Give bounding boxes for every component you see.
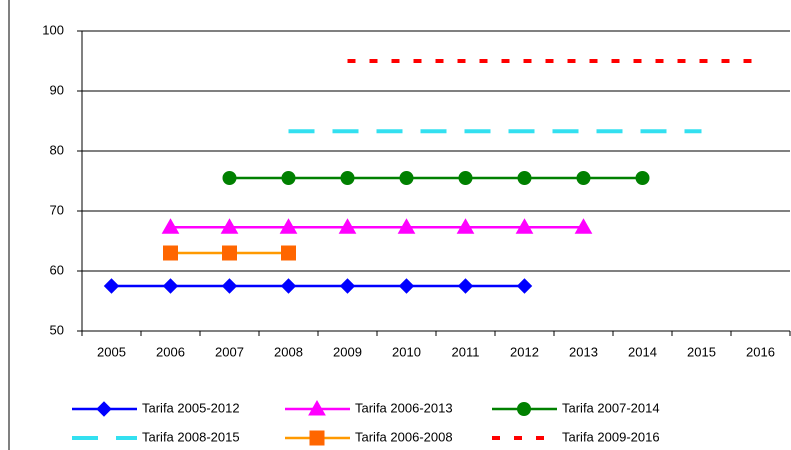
x-tick-label: 2010 — [392, 344, 421, 359]
marker — [220, 218, 239, 234]
marker — [103, 278, 120, 294]
marker — [517, 402, 531, 416]
marker — [280, 278, 297, 294]
marker — [339, 278, 356, 294]
x-tick-label: 2006 — [156, 344, 185, 359]
x-tick-label: 2013 — [569, 344, 598, 359]
marker — [279, 218, 298, 234]
marker — [222, 171, 237, 185]
marker — [162, 278, 179, 294]
legend-label: Tarifa 2005-2012 — [142, 400, 240, 415]
x-tick-label: 2015 — [687, 344, 716, 359]
marker — [281, 171, 296, 185]
legend-label: Tarifa 2008-2015 — [142, 429, 240, 444]
y-tick-label: 80 — [50, 142, 64, 157]
marker — [516, 278, 533, 294]
legend-label: Tarifa 2007-2014 — [562, 400, 660, 415]
y-tick-label: 100 — [42, 22, 64, 37]
x-tick-label: 2012 — [510, 344, 539, 359]
marker — [574, 218, 593, 234]
marker — [397, 218, 416, 234]
x-tick-label: 2007 — [215, 344, 244, 359]
y-tick-label: 50 — [50, 322, 64, 337]
marker — [222, 245, 237, 261]
marker — [221, 278, 238, 294]
marker — [458, 171, 473, 185]
x-tick-label: 2016 — [746, 344, 775, 359]
y-tick-label: 60 — [50, 262, 64, 277]
marker — [635, 171, 650, 185]
x-tick-label: 2014 — [628, 344, 657, 359]
marker — [576, 171, 591, 185]
marker — [338, 218, 357, 234]
marker — [161, 218, 180, 234]
marker — [456, 218, 475, 234]
x-tick-label: 2008 — [274, 344, 303, 359]
marker — [517, 171, 532, 185]
x-tick-label: 2005 — [97, 344, 126, 359]
legend-label: Tarifa 2006-2013 — [355, 400, 453, 415]
marker — [96, 401, 112, 417]
marker — [515, 218, 534, 234]
marker — [163, 245, 178, 261]
y-tick-label: 70 — [50, 202, 64, 217]
x-tick-label: 2011 — [452, 344, 480, 359]
legend-label: Tarifa 2009-2016 — [562, 429, 660, 444]
marker — [398, 278, 415, 294]
x-tick-label: 2009 — [333, 344, 362, 359]
marker — [457, 278, 474, 294]
y-tick-label: 90 — [50, 82, 64, 97]
marker — [308, 399, 326, 416]
marker — [309, 430, 325, 446]
marker — [340, 171, 355, 185]
marker — [399, 171, 414, 185]
legend-label: Tarifa 2006-2008 — [355, 429, 453, 444]
marker — [281, 245, 296, 261]
